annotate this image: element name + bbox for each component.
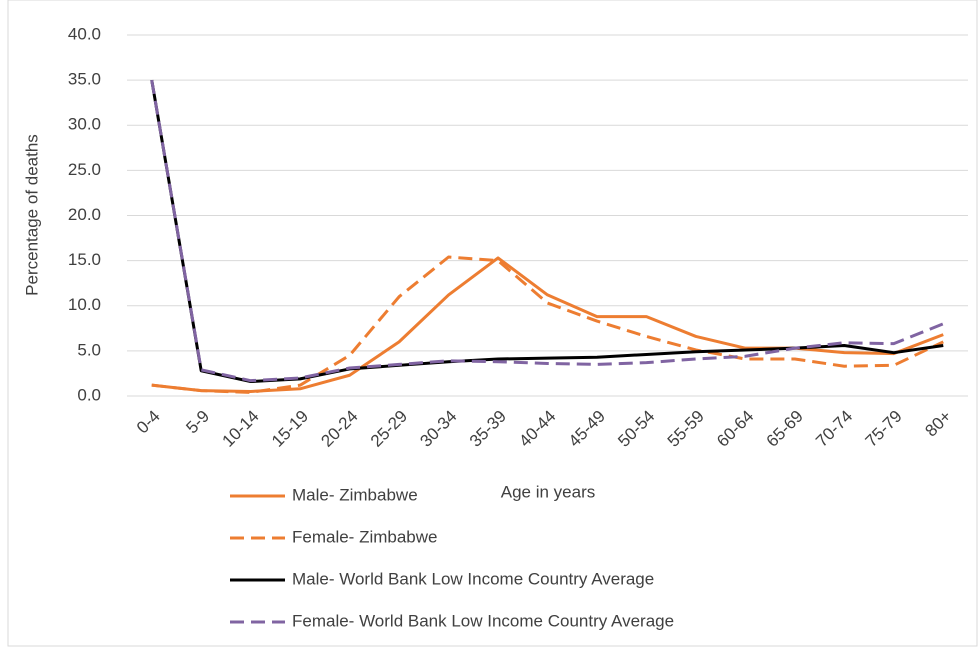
x-tick-label: 0-4 — [133, 407, 164, 438]
x-tick-label: 45-49 — [565, 407, 609, 451]
y-tick-label: 15.0 — [68, 250, 101, 269]
y-tick-label: 20.0 — [68, 205, 101, 224]
legend-label: Male- World Bank Low Income Country Aver… — [292, 569, 654, 588]
x-tick-label: 80+ — [921, 407, 955, 441]
y-tick-label: 0.0 — [77, 385, 101, 404]
x-tick-label: 35-39 — [466, 407, 510, 451]
x-tick-label: 10-14 — [218, 407, 262, 451]
x-tick-label: 15-19 — [268, 407, 312, 451]
x-tick-label: 30-34 — [416, 407, 460, 451]
x-tick-label: 40-44 — [515, 407, 559, 451]
y-tick-label: 5.0 — [77, 340, 101, 359]
y-tick-label: 40.0 — [68, 24, 101, 43]
x-tick-label: 60-64 — [713, 407, 757, 451]
x-tick-label: 55-59 — [664, 407, 708, 451]
y-axis-title: Percentage of deaths — [22, 134, 41, 296]
legend-label: Female- World Bank Low Income Country Av… — [292, 611, 674, 630]
series-line — [151, 256, 944, 393]
x-tick-label: 5-9 — [182, 407, 213, 438]
legend-label: Male- Zimbabwe — [292, 485, 418, 504]
y-tick-label: 25.0 — [68, 160, 101, 179]
y-tick-label: 10.0 — [68, 295, 101, 314]
chart-border — [7, 0, 978, 647]
x-tick-label: 65-69 — [763, 407, 807, 451]
x-tick-label: 75-79 — [862, 407, 906, 451]
y-tick-label: 35.0 — [68, 70, 101, 89]
x-tick-label: 70-74 — [812, 407, 856, 451]
x-tick-label: 25-29 — [367, 407, 411, 451]
y-tick-label: 30.0 — [68, 115, 101, 134]
series-line — [150, 79, 944, 383]
x-tick-label: 20-24 — [317, 407, 361, 451]
x-axis-title: Age in years — [501, 482, 596, 501]
series-line — [151, 255, 944, 394]
x-tick-label: 50-54 — [614, 407, 658, 451]
legend-label: Female- Zimbabwe — [292, 527, 438, 546]
